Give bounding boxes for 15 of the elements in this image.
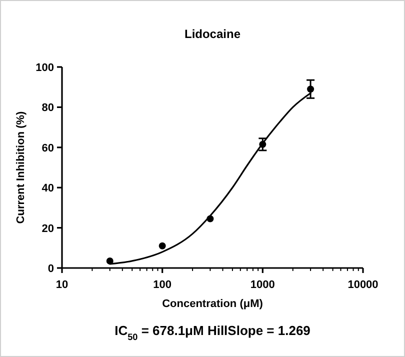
y-tick-label: 0	[48, 263, 54, 275]
y-tick-label: 100	[36, 62, 54, 74]
y-tick-label: 60	[42, 142, 54, 154]
y-axis-title: Current Inhibition (%)	[15, 110, 27, 224]
y-tick-label: 80	[42, 102, 54, 114]
x-axis-title: Concentration (μM)	[162, 298, 264, 310]
x-tick-label: 10	[56, 279, 68, 291]
x-tick-label: 100	[153, 279, 172, 291]
y-tick-label: 20	[42, 222, 54, 235]
chart-title: Lidocaine	[184, 27, 241, 41]
y-tick-label: 40	[42, 182, 54, 195]
x-tick-label: 10000	[348, 279, 378, 291]
point	[307, 86, 314, 93]
text: IC$_{50}$ = 678.1μM HillSlope = 1.269	[114, 323, 310, 342]
x-tick-label: 1000	[250, 279, 275, 291]
